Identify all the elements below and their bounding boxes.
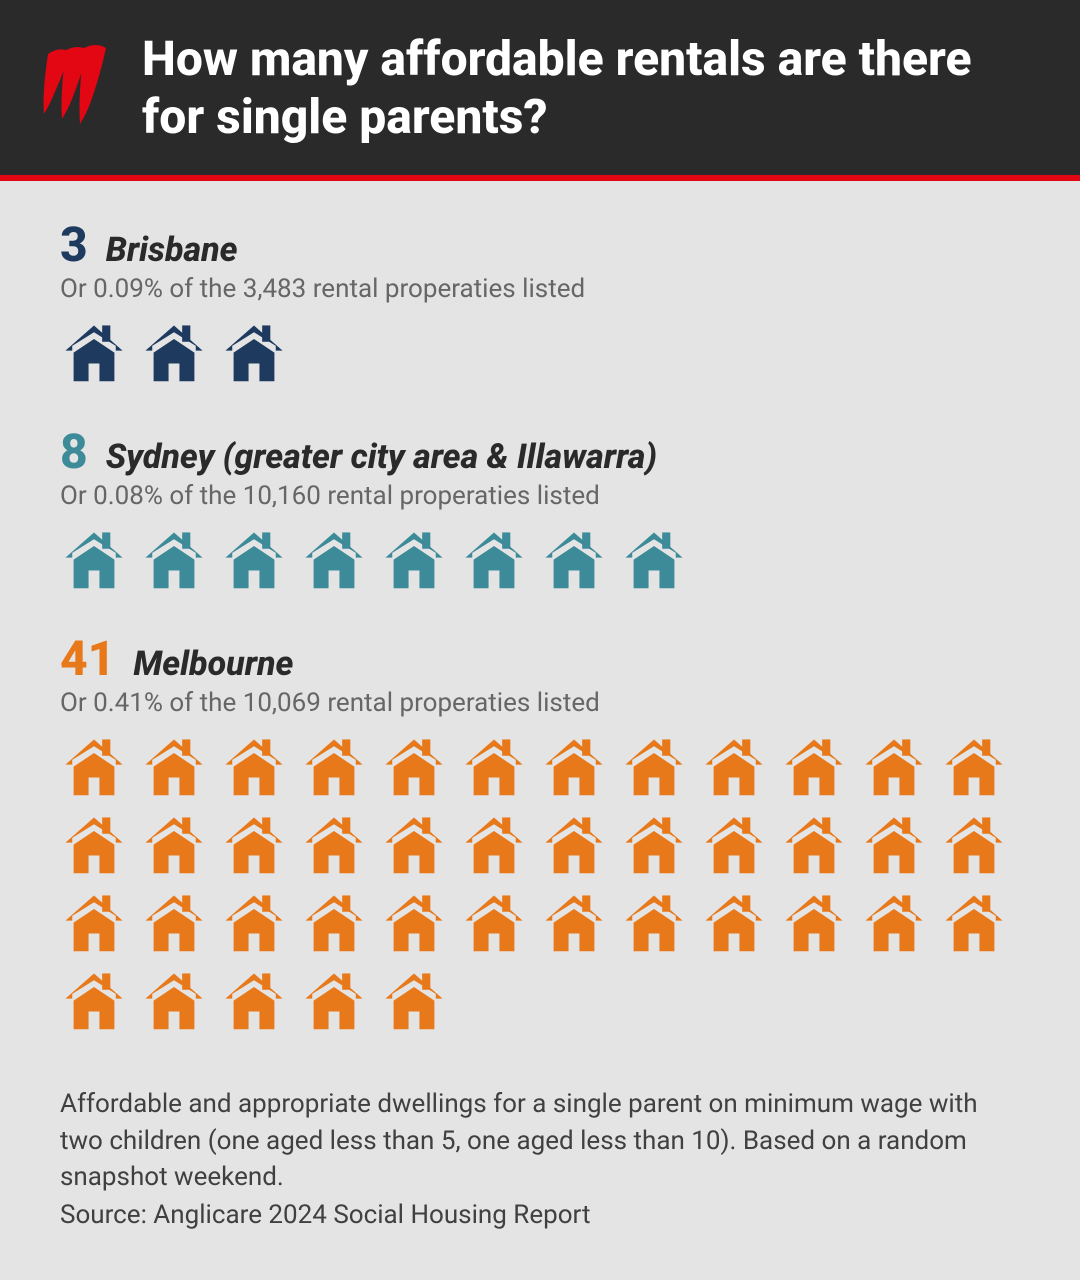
house-icon bbox=[700, 734, 768, 802]
house-icon bbox=[860, 890, 928, 958]
house-icon bbox=[620, 527, 688, 595]
house-icon bbox=[300, 527, 368, 595]
city-header: 3 Brisbane bbox=[60, 221, 1020, 270]
house-icon bbox=[540, 812, 608, 880]
house-icon bbox=[540, 527, 608, 595]
house-row bbox=[60, 734, 1020, 1036]
house-icon bbox=[380, 527, 448, 595]
house-icon bbox=[60, 527, 128, 595]
house-icon bbox=[140, 734, 208, 802]
house-icon bbox=[380, 968, 448, 1036]
footnote-source: Source: Anglicare 2024 Social Housing Re… bbox=[60, 1197, 1020, 1233]
city-block: 8 Sydney (greater city area & Illawarra) O… bbox=[60, 428, 1020, 595]
page-title: How many affordable rentals are there fo… bbox=[142, 30, 1040, 145]
house-icon bbox=[780, 890, 848, 958]
house-icon bbox=[540, 734, 608, 802]
city-name: Melbourne bbox=[133, 644, 293, 684]
house-icon bbox=[220, 320, 288, 388]
city-count: 41 bbox=[60, 635, 115, 683]
house-icon bbox=[460, 734, 528, 802]
city-count: 8 bbox=[60, 428, 88, 476]
house-icon bbox=[780, 734, 848, 802]
city-subtext: Or 0.08% of the 10,160 rental properatie… bbox=[60, 481, 1020, 511]
house-icon bbox=[780, 812, 848, 880]
logo-icon bbox=[40, 44, 112, 132]
house-icon bbox=[460, 812, 528, 880]
house-icon bbox=[60, 812, 128, 880]
house-icon bbox=[940, 734, 1008, 802]
header: How many affordable rentals are there fo… bbox=[0, 0, 1080, 181]
content: 3 Brisbane Or 0.09% of the 3,483 rental pr… bbox=[0, 181, 1080, 1266]
house-icon bbox=[620, 812, 688, 880]
house-row bbox=[60, 320, 1020, 388]
footnote-description: Affordable and appropriate dwellings for… bbox=[60, 1086, 1020, 1195]
house-icon bbox=[140, 890, 208, 958]
house-icon bbox=[940, 890, 1008, 958]
house-icon bbox=[940, 812, 1008, 880]
house-icon bbox=[380, 734, 448, 802]
house-icon bbox=[220, 527, 288, 595]
house-icon bbox=[860, 812, 928, 880]
house-icon bbox=[460, 890, 528, 958]
city-block: 41 Melbourne Or 0.41% of the 10,069 rental… bbox=[60, 635, 1020, 1036]
house-icon bbox=[140, 968, 208, 1036]
house-icon bbox=[220, 812, 288, 880]
house-icon bbox=[220, 968, 288, 1036]
house-row bbox=[60, 527, 1020, 595]
city-subtext: Or 0.09% of the 3,483 rental properaties… bbox=[60, 274, 1020, 304]
house-icon bbox=[140, 527, 208, 595]
city-subtext: Or 0.41% of the 10,069 rental properatie… bbox=[60, 688, 1020, 718]
house-icon bbox=[860, 734, 928, 802]
footnote: Affordable and appropriate dwellings for… bbox=[60, 1076, 1020, 1234]
city-name: Brisbane bbox=[106, 230, 238, 270]
house-icon bbox=[620, 890, 688, 958]
house-icon bbox=[60, 734, 128, 802]
city-block: 3 Brisbane Or 0.09% of the 3,483 rental pr… bbox=[60, 221, 1020, 388]
house-icon bbox=[300, 890, 368, 958]
house-icon bbox=[220, 734, 288, 802]
house-icon bbox=[140, 812, 208, 880]
house-icon bbox=[700, 812, 768, 880]
city-count: 3 bbox=[60, 221, 88, 269]
city-header: 8 Sydney (greater city area & Illawarra) bbox=[60, 428, 1020, 477]
house-icon bbox=[380, 890, 448, 958]
house-icon bbox=[220, 890, 288, 958]
house-icon bbox=[300, 734, 368, 802]
house-icon bbox=[300, 812, 368, 880]
house-icon bbox=[460, 527, 528, 595]
city-header: 41 Melbourne bbox=[60, 635, 1020, 684]
house-icon bbox=[60, 968, 128, 1036]
city-name: Sydney (greater city area & Illawarra) bbox=[106, 437, 657, 477]
house-icon bbox=[300, 968, 368, 1036]
house-icon bbox=[540, 890, 608, 958]
house-icon bbox=[60, 890, 128, 958]
house-icon bbox=[700, 890, 768, 958]
house-icon bbox=[380, 812, 448, 880]
house-icon bbox=[140, 320, 208, 388]
house-icon bbox=[620, 734, 688, 802]
house-icon bbox=[60, 320, 128, 388]
